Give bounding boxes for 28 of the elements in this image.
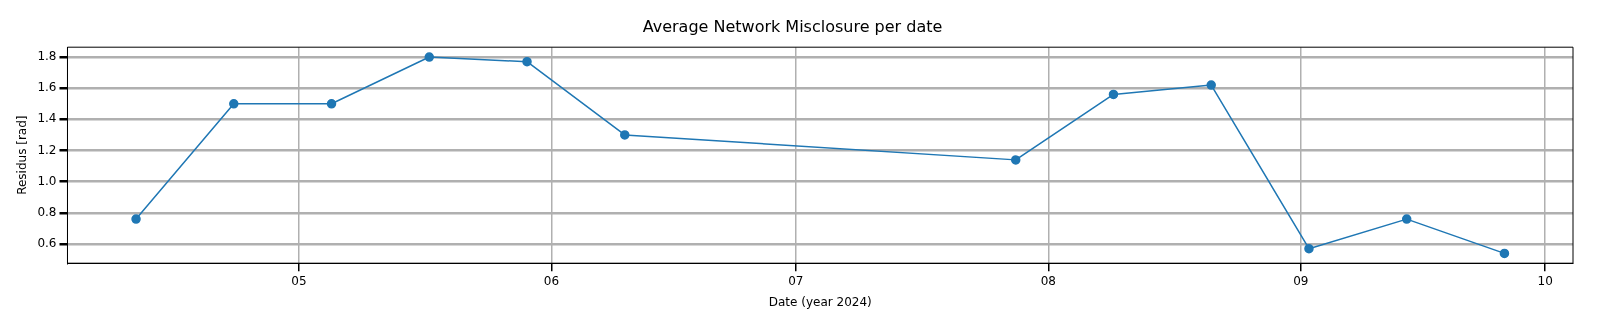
point <box>1401 214 1412 224</box>
y-tick-label: 1.6 <box>37 80 57 95</box>
x-tick-label: 06 <box>543 273 560 288</box>
point <box>522 56 532 67</box>
y-tick-label: 1.0 <box>37 173 57 188</box>
point <box>1499 248 1510 259</box>
x-tick-label: 08 <box>1040 273 1056 288</box>
y-axis-title: Residus [rad] <box>15 115 30 195</box>
point <box>620 130 630 140</box>
point <box>229 99 239 109</box>
point <box>1010 155 1021 165</box>
point <box>424 52 435 62</box>
y-tick-label: 0.8 <box>37 204 57 219</box>
y-tick-label: 1.8 <box>37 49 57 64</box>
point <box>1108 89 1119 100</box>
chart-title: Average Network Misclosure per date <box>642 16 943 36</box>
y-tick-label: 1.4 <box>37 111 57 126</box>
x-tick-label: 09 <box>1293 273 1309 288</box>
point <box>1206 80 1216 90</box>
point <box>326 99 337 109</box>
y-tick-label: 0.6 <box>37 236 57 251</box>
point <box>1304 243 1314 254</box>
y-tick-label: 1.2 <box>37 142 57 157</box>
x-tick-label: 10 <box>1537 273 1553 288</box>
x-axis-title: Date (year 2024) <box>768 294 872 309</box>
x-tick-label: 05 <box>291 273 307 288</box>
point <box>131 214 141 224</box>
x-tick-label: 07 <box>788 273 804 288</box>
